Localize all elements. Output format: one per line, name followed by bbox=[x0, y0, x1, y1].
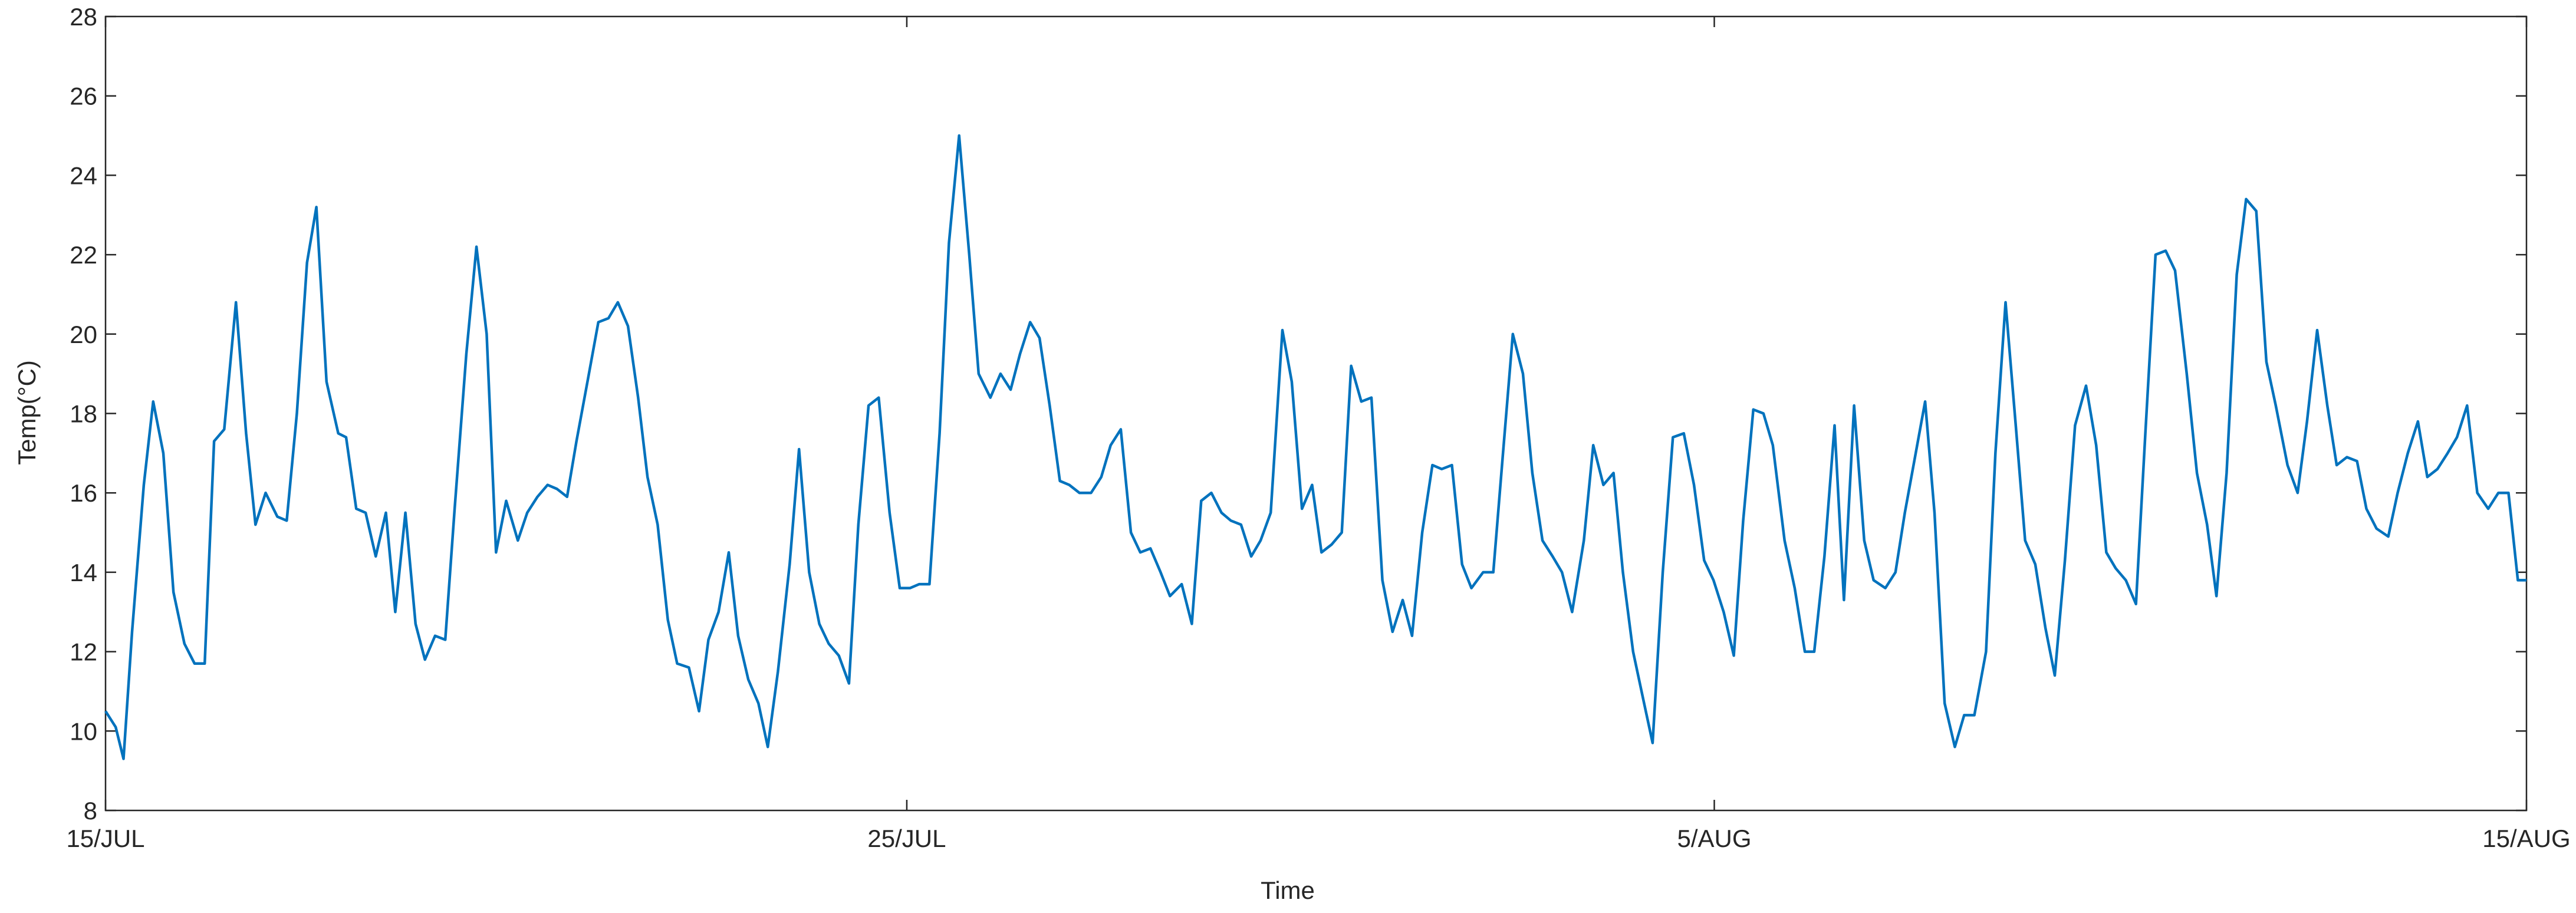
y-tick-label: 8 bbox=[84, 797, 97, 825]
x-tick-label: 5/AUG bbox=[1677, 825, 1751, 852]
x-tick-label: 15/JUL bbox=[66, 825, 144, 852]
y-tick-label: 16 bbox=[70, 479, 97, 507]
y-tick-label: 14 bbox=[70, 559, 97, 586]
y-tick-label: 18 bbox=[70, 400, 97, 428]
x-axis-label: Time bbox=[1261, 876, 1315, 904]
y-tick-label: 20 bbox=[70, 321, 97, 348]
y-tick-label: 26 bbox=[70, 83, 97, 110]
y-tick-label: 22 bbox=[70, 241, 97, 269]
y-tick-label: 10 bbox=[70, 717, 97, 745]
y-axis-label: Temp(°C) bbox=[13, 360, 41, 465]
y-tick-label: 28 bbox=[70, 3, 97, 31]
plot-frame bbox=[104, 15, 2528, 812]
data-line bbox=[104, 134, 2526, 760]
x-tick-label: 15/AUG bbox=[2482, 825, 2570, 852]
y-tick-label: 12 bbox=[70, 638, 97, 666]
y-tick-label: 24 bbox=[70, 161, 97, 189]
x-tick-label: 25/JUL bbox=[867, 825, 946, 852]
